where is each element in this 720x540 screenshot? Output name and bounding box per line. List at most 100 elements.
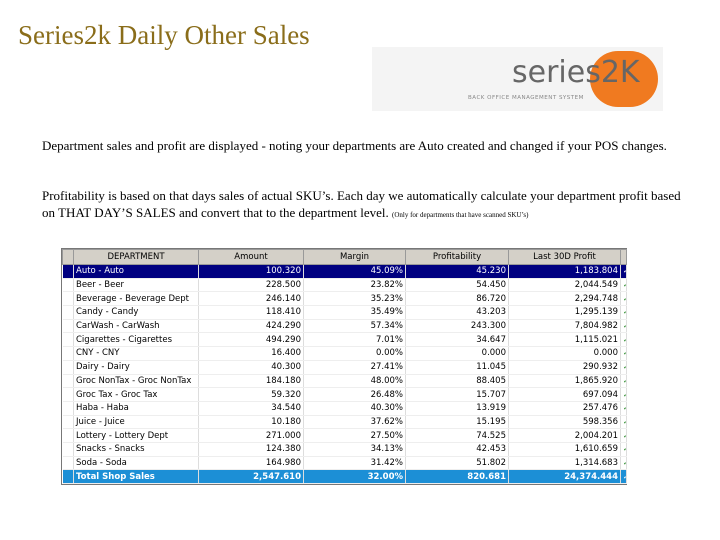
logo-brand: series2K	[512, 55, 640, 90]
table-cell: Candy - Candy	[73, 305, 199, 320]
row-icon	[62, 415, 74, 430]
table-cell: Beverage - Beverage Dept	[73, 291, 199, 307]
table-row[interactable]: Lottery - Lottery Dept 271.000 27.50% 74.52…	[62, 428, 627, 443]
table-cell: 290.932	[508, 360, 621, 375]
row-icon	[62, 428, 74, 443]
table-row[interactable]: Groc NonTax - Groc NonTax 184.180 48.00% 88…	[62, 374, 627, 389]
table-row[interactable]: Beverage - Beverage Dept 246.140 35.23% 86.…	[62, 291, 627, 307]
column-header[interactable]: Amount	[198, 249, 304, 265]
row-check: ✓	[620, 401, 627, 416]
table-row[interactable]: Candy - Candy 118.410 35.49% 43.203 1,295.13…	[62, 305, 627, 320]
table-cell: 1,865.920	[508, 374, 621, 389]
row-icon	[62, 305, 74, 320]
logo-tagline: BACK OFFICE MANAGEMENT SYSTEM	[468, 95, 584, 101]
table-row[interactable]: Groc Tax - Groc Tax 59.320 26.48% 15.707 697…	[62, 387, 627, 402]
row-check: ✓	[620, 305, 627, 320]
row-icon	[62, 332, 74, 348]
table-cell: 51.802	[405, 456, 509, 471]
table-cell: Beer - Beer	[73, 278, 199, 293]
table-cell: 31.42%	[303, 456, 406, 471]
table-cell: 1,295.139	[508, 305, 621, 320]
table-cell: 118.410	[198, 305, 304, 320]
column-header[interactable]: Last 30D Profit	[508, 249, 621, 265]
table-cell: Total Shop Sales	[73, 469, 199, 484]
row-icon	[62, 456, 74, 471]
column-header[interactable]: Margin	[303, 249, 406, 265]
slide-title: Series2k Daily Other Sales	[18, 20, 310, 50]
row-icon	[62, 278, 74, 293]
table: DEPARTMENT Amount Margin Profitability Last …	[62, 249, 627, 484]
table-cell: 7.01%	[303, 332, 406, 348]
table-cell: 0.000	[405, 346, 509, 361]
table-cell: 48.00%	[303, 374, 406, 389]
header-scroll	[620, 249, 627, 265]
table-cell: 228.500	[198, 278, 304, 293]
row-icon	[62, 319, 74, 334]
logo-badge	[590, 51, 658, 107]
table-cell: 42.453	[405, 442, 509, 457]
table-cell: 184.180	[198, 374, 304, 389]
table-cell: 35.23%	[303, 291, 406, 307]
table-cell: 124.380	[198, 442, 304, 457]
table-cell: 2,004.201	[508, 428, 621, 443]
row-check: ✓	[620, 428, 627, 443]
row-check: ✓	[620, 360, 627, 375]
table-cell: 271.000	[198, 428, 304, 443]
table-row[interactable]: Total Shop Sales 2,547.610 32.00% 820.681 24…	[62, 469, 627, 484]
paragraph: Profitability is based on that days sale…	[42, 187, 682, 224]
table-cell: 32.00%	[303, 469, 406, 484]
paragraph-text: Profitability is based on that days sale…	[42, 188, 681, 220]
header-icon	[62, 249, 74, 265]
table-cell: 34.647	[405, 332, 509, 348]
column-header[interactable]: Profitability	[405, 249, 509, 265]
table-cell: 0.000	[508, 346, 621, 361]
table-cell: 2,294.748	[508, 291, 621, 307]
table-cell: CNY - CNY	[73, 346, 199, 361]
table-cell: 13.919	[405, 401, 509, 416]
table-cell: 27.50%	[303, 428, 406, 443]
table-cell: 45.230	[405, 264, 509, 279]
row-check: ✓	[620, 415, 627, 430]
table-row[interactable]: Cigarettes - Cigarettes 494.290 7.01% 34.64…	[62, 332, 627, 348]
table-cell: 74.525	[405, 428, 509, 443]
table-cell: 27.41%	[303, 360, 406, 375]
table-cell: 0.00%	[303, 346, 406, 361]
table-cell: 424.290	[198, 319, 304, 334]
table-row[interactable]: Snacks - Snacks 124.380 34.13% 42.453 1,610.…	[62, 442, 627, 457]
table-cell: 34.540	[198, 401, 304, 416]
data-grid: DEPARTMENT Amount Margin Profitability Last …	[61, 248, 627, 485]
row-icon	[62, 360, 74, 375]
table-cell: Soda - Soda	[73, 456, 199, 471]
table-cell: 86.720	[405, 291, 509, 307]
table-row[interactable]: CarWash - CarWash 424.290 57.34% 243.300 7,8…	[62, 319, 627, 334]
table-cell: 1,115.021	[508, 332, 621, 348]
table-cell: 820.681	[405, 469, 509, 484]
row-icon	[62, 346, 74, 361]
table-cell: CarWash - CarWash	[73, 319, 199, 334]
table-cell: 45.09%	[303, 264, 406, 279]
row-icon	[62, 264, 74, 279]
table-cell: Groc NonTax - Groc NonTax	[73, 374, 199, 389]
row-icon	[62, 387, 74, 402]
note: (Only for departments that have scanned …	[391, 211, 529, 219]
table-cell: 697.094	[508, 387, 621, 402]
table-cell: 34.13%	[303, 442, 406, 457]
column-header[interactable]: DEPARTMENT	[73, 249, 199, 265]
table-cell: 57.34%	[303, 319, 406, 334]
table-cell: 100.320	[198, 264, 304, 279]
table-cell: Dairy - Dairy	[73, 360, 199, 375]
row-icon	[62, 401, 74, 416]
table-cell: 243.300	[405, 319, 509, 334]
table-cell: Groc Tax - Groc Tax	[73, 387, 199, 402]
table-cell: Cigarettes - Cigarettes	[73, 332, 199, 348]
table-cell: 15.707	[405, 387, 509, 402]
table-cell: Snacks - Snacks	[73, 442, 199, 457]
